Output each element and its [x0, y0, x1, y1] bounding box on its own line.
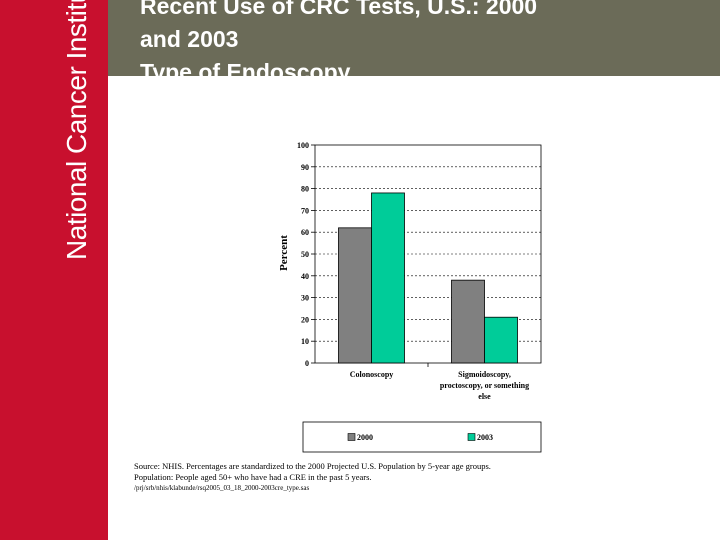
legend-swatch-2003	[467, 433, 476, 441]
brand-sidebar: National Cancer Institute	[0, 0, 108, 540]
y-tick-label: 50	[301, 250, 309, 259]
bar-2003-0	[371, 192, 405, 364]
bars	[338, 192, 518, 364]
x-axis-labels: Colonoscopy Sigmoidoscopy, proctoscopy, or…	[350, 370, 529, 401]
slide-title-line: Recent Use of CRC Tests, U.S.: 2000	[140, 0, 538, 19]
y-axis-ticks: 0 10 20 30 40 50 60 70 80 90 100	[297, 141, 315, 368]
x-tick-label: proctoscopy, or something	[440, 381, 529, 390]
bar-2000-0	[338, 227, 372, 364]
y-tick-label: 30	[301, 294, 309, 303]
y-tick-label: 70	[301, 206, 309, 215]
title-band: Recent Use of CRC Tests, U.S.: 2000 and …	[108, 0, 720, 76]
source-notes: Source: NHIS. Percentages are standardiz…	[134, 461, 694, 494]
slide-title: Recent Use of CRC Tests, U.S.: 2000 and …	[140, 0, 700, 76]
x-tick-label: Colonoscopy	[350, 370, 394, 379]
y-tick-label: 80	[301, 185, 309, 194]
y-tick-label: 60	[301, 228, 309, 237]
legend-label-2000: 2000	[357, 433, 373, 442]
nci-logo-text: National Cancer Institute	[61, 0, 92, 260]
y-tick-label: 10	[301, 337, 309, 346]
y-tick-label: 40	[301, 272, 309, 281]
bar-2003-1	[484, 316, 518, 364]
legend-label-2003: 2003	[477, 433, 493, 442]
y-tick-label: 100	[297, 141, 309, 150]
slide-title-line: Type of Endoscopy	[140, 59, 351, 76]
population-line: Population: People aged 50+ who have had…	[134, 472, 372, 482]
slide-title-line: and 2003	[140, 26, 239, 52]
y-axis-label: Percent	[278, 235, 290, 271]
x-tick-label: else	[478, 392, 491, 401]
bar-2000-1	[451, 279, 485, 364]
y-tick-label: 0	[305, 359, 309, 368]
legend-swatch-2000	[347, 433, 356, 441]
y-tick-label: 90	[301, 163, 309, 172]
y-tick-label: 20	[301, 315, 309, 324]
legend: 2000 2003	[302, 421, 542, 453]
legend-box	[302, 421, 542, 453]
x-tick-label: Sigmoidoscopy,	[458, 370, 511, 379]
source-line: Source: NHIS. Percentages are standardiz…	[134, 461, 491, 471]
file-path-line: /prj/srb/nhis/klabunde/rsq2005_03_18_200…	[134, 484, 310, 492]
endoscopy-bar-chart: 0 10 20 30 40 50 60 70 80 90 100 Colonoscopy Sigmoi…	[278, 141, 542, 453]
